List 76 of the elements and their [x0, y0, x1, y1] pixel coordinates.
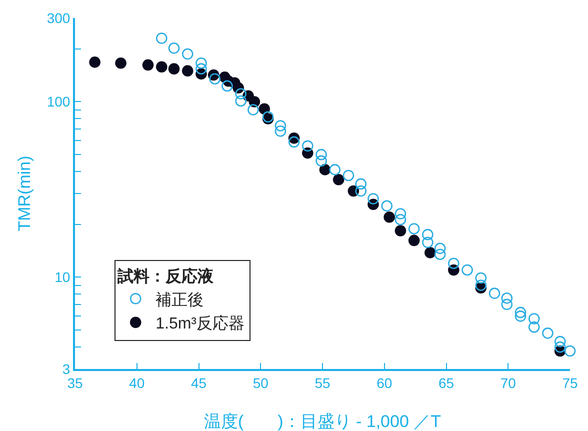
point [115, 57, 126, 69]
point [274, 120, 286, 132]
point [274, 125, 286, 137]
x-tick-label: 35 [67, 374, 83, 391]
point [448, 258, 460, 269]
point [355, 185, 367, 197]
point [235, 95, 246, 107]
point [248, 104, 259, 116]
x-axis-title: 温度( )：目盛り - 1,000 ／T [204, 412, 442, 431]
point [248, 96, 260, 108]
point [316, 148, 327, 160]
point [156, 32, 168, 44]
point [168, 42, 180, 54]
point [434, 248, 446, 260]
point [422, 236, 434, 248]
point [488, 288, 500, 299]
point [182, 65, 194, 76]
point [564, 345, 576, 357]
point [288, 136, 300, 148]
point [168, 63, 180, 74]
point [209, 73, 220, 85]
point [381, 200, 392, 212]
point [514, 306, 526, 318]
point [424, 247, 436, 258]
point [222, 80, 233, 92]
point [302, 140, 314, 152]
point [384, 211, 395, 223]
legend-label: 1.5m³反応器 [156, 314, 245, 333]
point [528, 321, 540, 333]
point [89, 56, 100, 68]
point [501, 298, 513, 310]
point [332, 174, 344, 186]
x-tick-label: 60 [376, 374, 392, 391]
point [462, 264, 473, 276]
point [542, 328, 554, 339]
point [342, 170, 354, 182]
point [554, 341, 566, 353]
point [235, 88, 246, 100]
point [258, 103, 270, 115]
point [142, 59, 154, 71]
y-tick-label: 300 [46, 10, 70, 26]
point [355, 178, 367, 190]
x-tick-label: 50 [252, 374, 269, 391]
point [528, 313, 540, 324]
point [319, 164, 331, 176]
y-axis-title: TMR(min) [15, 156, 34, 232]
point [408, 234, 420, 246]
point [475, 280, 487, 291]
x-tick-label: 55 [314, 374, 330, 391]
point [475, 272, 487, 284]
point [408, 223, 420, 234]
point [156, 61, 168, 73]
point [394, 225, 406, 236]
point [501, 292, 513, 304]
y-tick-label: 100 [46, 94, 70, 110]
point [514, 310, 526, 322]
point [554, 336, 566, 348]
point [394, 208, 406, 220]
point [196, 63, 207, 74]
x-tick-label: 65 [438, 374, 454, 391]
point [434, 242, 446, 254]
point [422, 228, 434, 240]
point [182, 48, 194, 60]
point [316, 155, 327, 167]
x-tick-label: 45 [190, 374, 207, 391]
x-tick-label: 75 [562, 374, 578, 391]
legend-label: 補正後 [156, 290, 204, 309]
point [394, 214, 406, 226]
point [196, 57, 207, 69]
x-tick-label: 40 [129, 374, 145, 391]
y-tick-label: 10 [54, 269, 70, 286]
y-tick-label: 3 [62, 360, 70, 377]
point [368, 193, 379, 204]
legend-title: 試料：反応液 [116, 266, 215, 286]
x-tick-label: 70 [500, 374, 516, 391]
point [329, 164, 341, 176]
